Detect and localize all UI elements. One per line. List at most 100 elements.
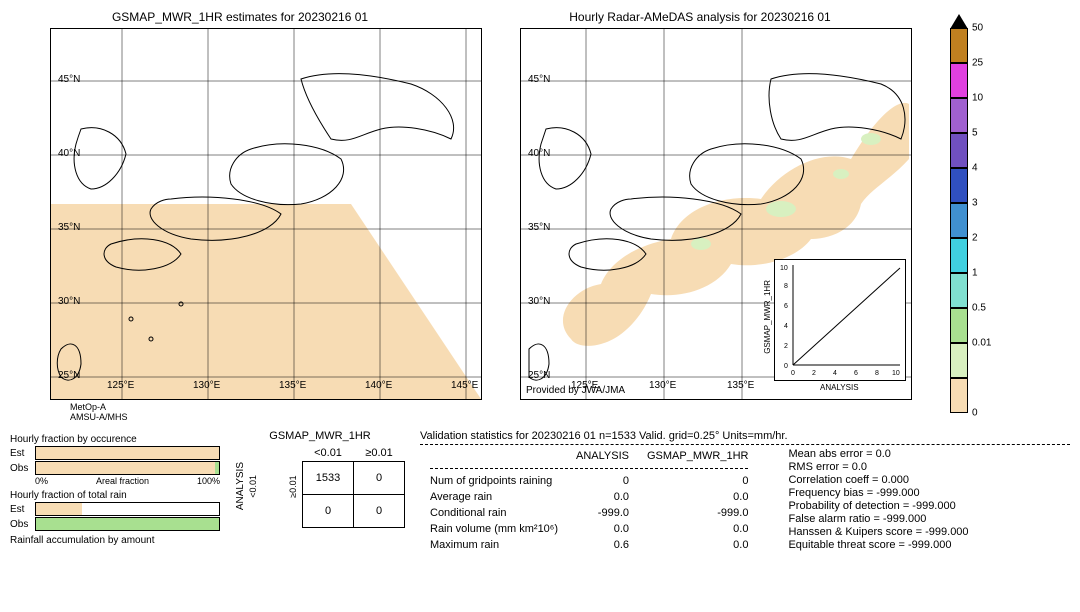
map1-lat-3: 30°N (58, 296, 80, 307)
top-row: GSMAP_MWR_1HR estimates for 20230216 01 (10, 10, 1070, 422)
cb-l0: 50 (972, 23, 983, 34)
map1-box (50, 28, 482, 400)
score-0: Mean abs error = 0.0 (788, 448, 968, 460)
cont-header: GSMAP_MWR_1HR (235, 430, 405, 442)
cb-l3: 5 (972, 128, 978, 139)
inset-xlabel: ANALYSIS (820, 383, 859, 392)
cont-c12: 0 (354, 462, 405, 495)
bar-est-tot: Est (10, 502, 220, 516)
bars-section: Hourly fraction by occurence Est Obs 0% … (10, 430, 220, 554)
stats-r0-v1: 0 (568, 474, 637, 488)
stats-r3-l: Rain volume (mm km²10⁶) (422, 522, 566, 536)
bar-title-2: Hourly fraction of total rain (10, 490, 220, 501)
map1-lon-2: 135°E (279, 380, 306, 391)
svg-text:10: 10 (780, 265, 788, 272)
map2-panel: Hourly Radar-AMeDAS analysis for 2023021… (490, 10, 910, 422)
stats-r0-v2: 0 (639, 474, 756, 488)
map2-lat-4: 25°N (528, 370, 550, 381)
map2-lon-2: 135°E (727, 380, 754, 391)
bar-axis-left: 0% (35, 476, 48, 486)
stats-title: Validation statistics for 20230216 01 n=… (420, 430, 1070, 442)
score-5: False alarm ratio = -999.000 (788, 513, 968, 525)
bar-obs-occ: Obs (10, 461, 220, 475)
map2-title: Hourly Radar-AMeDAS analysis for 2023021… (490, 10, 910, 24)
cont-row1: <0.01 (248, 475, 258, 498)
cont-col1: <0.01 (303, 444, 354, 462)
svg-text:6: 6 (854, 370, 858, 377)
map1-lat-2: 35°N (58, 222, 80, 233)
cont-c22: 0 (354, 495, 405, 528)
stats-col2: GSMAP_MWR_1HR (639, 449, 756, 463)
stats-row: Conditional rain -999.0 -999.0 (422, 506, 756, 520)
cont-col2: ≥0.01 (354, 444, 405, 462)
inset-svg: 0246810 0246810 (775, 260, 905, 380)
bar-axis-right: 100% (197, 476, 220, 486)
cont-c11: 1533 (303, 462, 354, 495)
stats-row: Num of gridpoints raining 0 0 (422, 474, 756, 488)
cb-l9: 0.01 (972, 338, 991, 349)
svg-text:10: 10 (892, 370, 900, 377)
map1-lat-0: 45°N (58, 74, 80, 85)
stats-r3-v1: 0.0 (568, 522, 637, 536)
stats-row: Maximum rain 0.6 0.0 (422, 538, 756, 552)
stats-r4-l: Maximum rain (422, 538, 566, 552)
stats-r0-l: Num of gridpoints raining (422, 474, 566, 488)
stats-r1-v1: 0.0 (568, 490, 637, 504)
bar-title-3: Rainfall accumulation by amount (10, 535, 220, 546)
colorbar: 50 25 10 5 4 3 2 1 0.5 0.01 0 (950, 28, 1010, 418)
cont-row2: ≥0.01 (288, 475, 298, 498)
bar-axis-mid: Areal fraction (96, 476, 149, 486)
bar-est-occ: Est (10, 446, 220, 460)
map2-lat-2: 35°N (528, 222, 550, 233)
cont-side: ANALYSIS (235, 462, 246, 510)
map2-lat-3: 30°N (528, 296, 550, 307)
map2-lat-0: 45°N (528, 74, 550, 85)
map1-lon-1: 130°E (193, 380, 220, 391)
bar-label-est: Est (10, 448, 35, 459)
svg-text:2: 2 (812, 370, 816, 377)
map1-title: GSMAP_MWR_1HR estimates for 20230216 01 (10, 10, 470, 24)
map1-lat-1: 40°N (58, 148, 80, 159)
stats-col1: ANALYSIS (568, 449, 637, 463)
scores-list: Mean abs error = 0.0 RMS error = 0.0 Cor… (788, 447, 968, 554)
svg-text:8: 8 (875, 370, 879, 377)
map1-lon-4: 145°E (451, 380, 478, 391)
bar-label-est2: Est (10, 504, 35, 515)
sat-label-1: MetOp-A (70, 402, 470, 412)
inset-ylabel: GSMAP_MWR_1HR (763, 280, 772, 354)
cb-l1: 25 (972, 58, 983, 69)
map2-lon-0: 125°E (571, 380, 598, 391)
bar-title-1: Hourly fraction by occurence (10, 434, 220, 445)
svg-text:0: 0 (784, 363, 788, 370)
svg-text:4: 4 (833, 370, 837, 377)
stats-r1-v2: 0.0 (639, 490, 756, 504)
score-7: Equitable threat score = -999.000 (788, 539, 968, 551)
stats-table: ANALYSIS GSMAP_MWR_1HR Num of gridpoints… (420, 447, 758, 554)
bar-obs-tot: Obs (10, 517, 220, 531)
score-6: Hanssen & Kuipers score = -999.000 (788, 526, 968, 538)
map1-lat-4: 25°N (58, 370, 80, 381)
score-1: RMS error = 0.0 (788, 461, 968, 473)
map1-lon-3: 140°E (365, 380, 392, 391)
map1-lon-0: 125°E (107, 380, 134, 391)
bar-label-obs2: Obs (10, 519, 35, 530)
cont-c21: 0 (303, 495, 354, 528)
cb-l2: 10 (972, 93, 983, 104)
map2-box: 0246810 0246810 GSMAP_MWR_1HR ANALYSIS P… (520, 28, 912, 400)
colorbar-arrow-icon (950, 14, 968, 29)
stats-r2-v2: -999.0 (639, 506, 756, 520)
map2-lat-1: 40°N (528, 148, 550, 159)
stats-r3-v2: 0.0 (639, 522, 756, 536)
map2-lon-1: 130°E (649, 380, 676, 391)
cb-l8: 0.5 (972, 303, 986, 314)
stats-r2-l: Conditional rain (422, 506, 566, 520)
stats-r2-v1: -999.0 (568, 506, 637, 520)
cb-l7: 1 (972, 268, 978, 279)
bottom-row: Hourly fraction by occurence Est Obs 0% … (10, 430, 1070, 554)
cb-l6: 2 (972, 233, 978, 244)
svg-text:8: 8 (784, 283, 788, 290)
stats-r4-v1: 0.6 (568, 538, 637, 552)
map1-panel: GSMAP_MWR_1HR estimates for 20230216 01 (10, 10, 470, 422)
cb-l10: 0 (972, 408, 978, 419)
stats-section: Validation statistics for 20230216 01 n=… (420, 430, 1070, 554)
